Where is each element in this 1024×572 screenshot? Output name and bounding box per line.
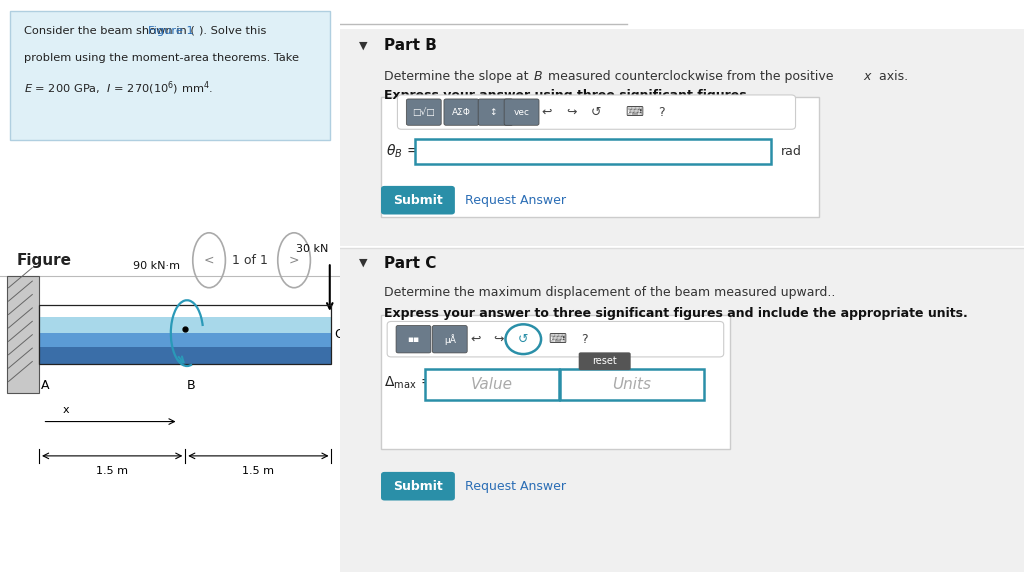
Text: $B$: $B$ [532,70,543,83]
Text: 1.5 m: 1.5 m [243,466,274,476]
FancyBboxPatch shape [396,325,431,353]
Text: □√□: □√□ [413,108,435,117]
Text: ▪▪: ▪▪ [408,335,420,344]
Bar [7,276,39,393]
Text: $x$: $x$ [863,70,873,83]
Text: ⌨: ⌨ [549,333,566,345]
Text: Value: Value [471,377,513,392]
FancyBboxPatch shape [381,315,730,449]
Text: Units: Units [612,377,651,392]
Bar [560,369,703,400]
Text: problem using the moment-area theorems. Take: problem using the moment-area theorems. … [24,53,299,62]
Bar [415,139,771,164]
Bar [340,29,1024,246]
FancyBboxPatch shape [432,325,467,353]
FancyBboxPatch shape [381,472,455,500]
Text: $\Delta_\mathrm{max}\,=$: $\Delta_\mathrm{max}\,=$ [384,375,433,391]
Text: ↺: ↺ [518,333,528,345]
Text: ↺: ↺ [591,106,601,118]
FancyBboxPatch shape [444,99,479,125]
FancyBboxPatch shape [478,99,513,125]
Bar [39,317,332,333]
FancyBboxPatch shape [397,95,796,129]
Text: Determine the maximum displacement of the beam measured upward..: Determine the maximum displacement of th… [384,286,836,299]
FancyBboxPatch shape [10,11,330,140]
FancyBboxPatch shape [387,321,724,357]
Text: ▼: ▼ [359,41,368,51]
Text: vec: vec [514,108,529,117]
Text: measured counterclockwise from the positive: measured counterclockwise from the posit… [544,70,838,83]
Bar [39,305,332,364]
Text: A: A [41,379,49,392]
Text: 1 of 1: 1 of 1 [232,254,268,267]
Text: $E$ = 200 GPa,  $I$ = 270(10$^6$) mm$^4$.: $E$ = 200 GPa, $I$ = 270(10$^6$) mm$^4$. [24,79,213,97]
Text: ?: ? [582,333,588,345]
Text: 30 kN: 30 kN [296,244,328,254]
Text: ⌨: ⌨ [625,106,643,118]
Text: Consider the beam shown in (: Consider the beam shown in ( [24,26,195,35]
Text: Figure: Figure [17,253,72,268]
Text: Submit: Submit [393,480,442,492]
Text: 90 kN·m: 90 kN·m [132,261,179,271]
Text: ?: ? [658,106,665,118]
Text: C: C [334,328,343,341]
Text: ▼: ▼ [359,258,368,268]
Text: μÅ: μÅ [443,333,456,345]
Text: Part C: Part C [384,256,437,271]
Text: axis.: axis. [874,70,908,83]
FancyBboxPatch shape [381,97,819,217]
Text: ↩: ↩ [470,333,480,345]
Text: $\theta_B\,=$: $\theta_B\,=$ [386,143,419,160]
Text: ↪: ↪ [494,333,504,345]
FancyBboxPatch shape [504,99,539,125]
Bar [340,249,1024,572]
Text: Request Answer: Request Answer [465,194,566,206]
Text: >: > [289,254,299,267]
Text: rad: rad [781,145,802,158]
Text: ). Solve this: ). Solve this [199,26,266,35]
Bar [39,347,332,364]
Text: ↕: ↕ [490,108,501,117]
Text: Request Answer: Request Answer [465,480,566,492]
Text: <: < [204,254,214,267]
Text: Part B: Part B [384,38,437,53]
Text: ↩: ↩ [542,106,552,118]
Text: Submit: Submit [393,194,442,206]
Text: Express your answer to three significant figures and include the appropriate uni: Express your answer to three significant… [384,307,968,320]
Bar [426,369,559,400]
Text: Express your answer using three significant figures.: Express your answer using three signific… [384,89,752,102]
Text: reset: reset [592,356,617,366]
Text: Determine the slope at: Determine the slope at [384,70,532,83]
Text: ↪: ↪ [566,106,577,118]
Text: x: x [62,405,70,415]
Text: ΑΣΦ: ΑΣΦ [452,108,471,117]
FancyBboxPatch shape [579,352,631,370]
FancyBboxPatch shape [381,186,455,214]
Bar [39,333,332,347]
Text: Figure 1: Figure 1 [147,26,194,35]
Text: 1.5 m: 1.5 m [96,466,128,476]
Text: B: B [187,379,196,392]
FancyBboxPatch shape [407,99,441,125]
